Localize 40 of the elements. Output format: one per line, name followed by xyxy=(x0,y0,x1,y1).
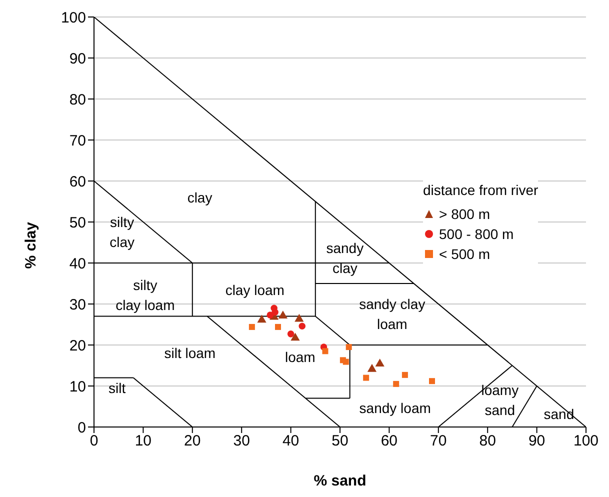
legend-label: 500 - 800 m xyxy=(439,225,514,244)
x-tick-label: 80 xyxy=(479,432,496,450)
y-tick-label: 40 xyxy=(69,255,86,272)
annotation: silty clay xyxy=(110,214,134,250)
x-tick-label: 100 xyxy=(573,432,599,450)
annotation: loamy sand xyxy=(481,382,519,418)
legend-title: distance from river xyxy=(423,181,538,200)
x-tick-label: 70 xyxy=(430,432,447,450)
x-tick-label: 10 xyxy=(134,432,152,450)
y-axis-title: % clay xyxy=(22,221,40,269)
x-tick-label: 60 xyxy=(380,432,398,450)
x-tick-label: 90 xyxy=(528,432,546,450)
y-tick-label: 90 xyxy=(69,50,86,68)
annotation: sandy clay xyxy=(326,240,364,276)
y-tick-label: 30 xyxy=(69,296,86,314)
annotation: clay loam xyxy=(225,282,284,298)
annotation: loam xyxy=(284,348,316,365)
annotation: sandy clay loam xyxy=(359,296,426,332)
y-tick-label: 70 xyxy=(69,132,86,150)
legend-label: < 500 m xyxy=(439,245,490,264)
y-tick-label: 0 xyxy=(78,419,86,436)
annotation: silt xyxy=(108,380,126,396)
annotation: sand xyxy=(544,406,574,422)
annotation: sandy loam xyxy=(359,400,431,416)
y-tick-label: 80 xyxy=(69,91,86,108)
y-tick-label: 10 xyxy=(69,378,86,396)
x-tick-label: 20 xyxy=(184,432,201,450)
x-tick-label: 30 xyxy=(233,432,250,450)
legend-label: > 800 m xyxy=(439,205,490,224)
annotation: silty clay loam xyxy=(116,276,175,313)
y-tick-label: 50 xyxy=(69,214,86,232)
y-tick-label: 100 xyxy=(60,9,86,26)
x-axis-title: % sand xyxy=(314,472,366,490)
annotation: silt loam xyxy=(164,345,216,362)
annotation: clay xyxy=(187,189,212,206)
y-tick-label: 60 xyxy=(69,173,86,190)
x-tick-label: 50 xyxy=(332,432,348,450)
y-tick-label: 20 xyxy=(69,337,86,354)
x-tick-label: 0 xyxy=(90,432,98,450)
x-tick-label: 40 xyxy=(282,432,300,450)
